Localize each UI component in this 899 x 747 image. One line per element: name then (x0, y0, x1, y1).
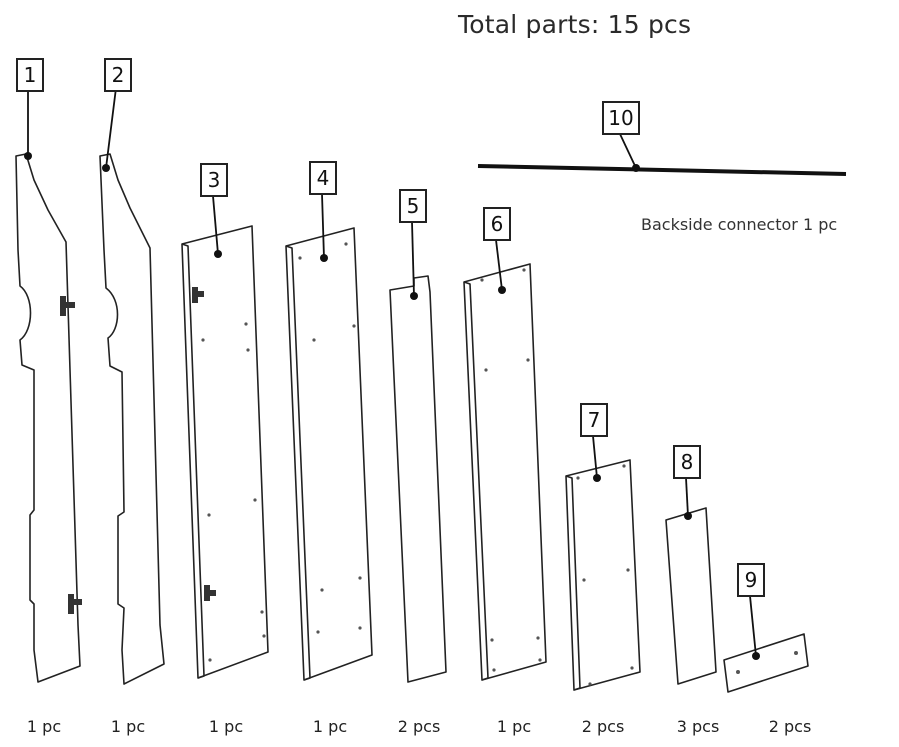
qty-part-9: 2 pcs (768, 717, 812, 736)
part-number-3: 3 (200, 163, 228, 197)
screw-holes (201, 242, 798, 686)
qty-part-2: 1 pc (110, 717, 146, 736)
leader-dots (24, 152, 760, 660)
qty-part-8: 3 pcs (676, 717, 720, 736)
backside-connector-note: Backside connector 1 pc (641, 215, 838, 234)
part-number-1: 1 (16, 58, 44, 92)
part-number-5: 5 (399, 189, 427, 223)
part-number-6: 6 (483, 207, 511, 241)
part-1-side-panel (15, 153, 82, 683)
part-3-panel (181, 225, 269, 679)
part-4-panel (285, 227, 373, 681)
qty-part-3: 1 pc (208, 717, 244, 736)
qty-part-4: 1 pc (312, 717, 348, 736)
part-number-8: 8 (673, 445, 701, 479)
part-10-backside-connector (477, 164, 847, 176)
qty-part-7: 2 pcs (581, 717, 625, 736)
part-7-panel (565, 459, 641, 691)
part-2-side-panel (99, 153, 165, 685)
part-5-panel (389, 275, 447, 683)
part-9-short-board (723, 633, 809, 693)
part-6-panel (463, 263, 547, 681)
part-number-2: 2 (104, 58, 132, 92)
total-parts-title: Total parts: 15 pcs (458, 10, 692, 39)
part-number-10: 10 (602, 101, 640, 135)
part-number-4: 4 (309, 161, 337, 195)
part-8-panel (665, 507, 717, 685)
qty-part-6: 1 pc (496, 717, 532, 736)
qty-part-1: 1 pc (26, 717, 62, 736)
leader-lines (27, 87, 757, 657)
qty-part-5: 2 pcs (397, 717, 441, 736)
part-number-9: 9 (737, 563, 765, 597)
part-number-7: 7 (580, 403, 608, 437)
